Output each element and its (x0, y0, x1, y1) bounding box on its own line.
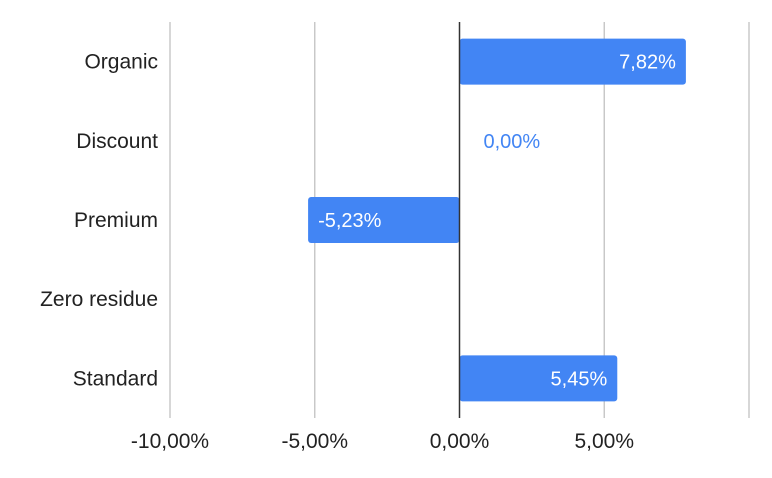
bar (308, 197, 460, 243)
bar-value-label: 5,45% (551, 368, 608, 390)
category-label: Zero residue (40, 288, 158, 311)
category-label: Standard (73, 367, 158, 390)
bars (308, 38, 686, 402)
x-tick-label: 5,00% (574, 430, 634, 453)
bar (459, 38, 686, 85)
bar-value-label: -5,23% (318, 210, 382, 232)
category-label: Discount (76, 130, 158, 153)
value-axis: -10,00% -5,00% 0,00% 5,00% (131, 430, 634, 453)
data-labels: 7,82% 0,00% -5,23% 5,45% (318, 52, 676, 391)
bar-value-label: 0,00% (484, 131, 541, 153)
category-label: Organic (84, 51, 158, 74)
grid-lines (169, 22, 750, 418)
x-tick-label: -10,00% (131, 430, 209, 453)
x-tick-label: 0,00% (430, 430, 490, 453)
category-axis: Organic Discount Premium Zero residue Standa… (40, 51, 158, 391)
x-tick-label: -5,00% (281, 430, 348, 453)
bar-value-label: 7,82% (619, 52, 676, 74)
bar (459, 355, 618, 402)
category-label: Premium (74, 209, 158, 232)
